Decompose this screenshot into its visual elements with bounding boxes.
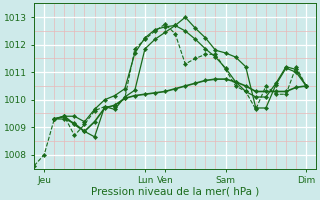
X-axis label: Pression niveau de la mer( hPa ): Pression niveau de la mer( hPa ) — [91, 187, 259, 197]
